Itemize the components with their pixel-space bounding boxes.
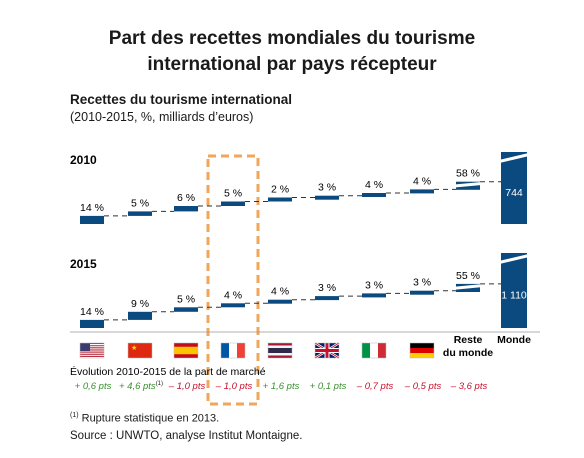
break-mark-rest-2015 [452, 284, 484, 290]
bar-2010-2 [174, 206, 198, 212]
china-flag: ★ [127, 342, 153, 359]
bar-2010-4 [268, 197, 292, 202]
bar-label-2010-2: 6 % [177, 192, 195, 204]
world-bar-2010 [501, 152, 527, 224]
bar-2015-4 [268, 299, 292, 304]
bar-label-2015-2: 5 % [177, 293, 195, 305]
france-flag [220, 342, 246, 359]
waterfall-chart: 2010 14 % 5 % 6 % 5 % 2 % 3 % 4 % 4 % 58 % 744 2015… [70, 152, 540, 406]
category-label-world: Monde [497, 334, 531, 346]
bar-2015-3 [221, 303, 245, 308]
bar-2015-2 [174, 307, 198, 312]
uk-flag [314, 341, 340, 360]
panel-year-2015: 2015 [70, 257, 97, 271]
bar-2010-6 [362, 193, 386, 197]
germany-flag [409, 342, 435, 359]
bar-label-2010-0: 14 % [80, 202, 104, 214]
bar-2010-3 [221, 201, 245, 206]
share-change-5: + 0,1 pts [310, 381, 347, 392]
bar-2015-1 [128, 311, 152, 320]
world-total-label-2015: 1 110 [501, 290, 527, 302]
share-change-7: – 0,5 pts [404, 381, 442, 392]
category-label-rest-1: Reste [454, 334, 483, 346]
world-total-label-2010: 744 [505, 187, 523, 199]
bar-label-2015-3: 4 % [224, 289, 242, 301]
world-bar-2015 [501, 253, 527, 328]
bar-2015-0 [80, 319, 104, 328]
bar-label-2010-4: 2 % [271, 184, 289, 196]
bar-label-2010-8: 58 % [456, 168, 480, 180]
bar-2010-7 [410, 189, 434, 194]
svg-text:★: ★ [131, 344, 137, 352]
footnote: (1) Rupture statistique en 2013. [70, 412, 219, 425]
bar-label-2015-7: 3 % [413, 277, 431, 289]
bar-label-2015-5: 3 % [318, 282, 336, 294]
share-change-4: + 1,6 pts [263, 381, 300, 392]
bar-2015-5 [315, 296, 339, 301]
bar-label-2015-8: 55 % [456, 270, 480, 282]
italy-flag [361, 342, 387, 359]
bar-label-2010-5: 3 % [318, 182, 336, 194]
bar-2010-0 [80, 215, 104, 224]
share-change-2: – 1,0 pts [168, 381, 206, 392]
bar-label-2010-6: 4 % [365, 179, 383, 191]
share-change-8: – 3,6 pts [450, 381, 488, 392]
break-mark-rest-2010 [452, 181, 484, 188]
bar-2015-7 [410, 290, 434, 295]
france-highlight-box [206, 154, 260, 406]
share-change-heading: Évolution 2010-2015 de la part de marché [70, 365, 266, 378]
bar-label-2010-7: 4 % [413, 175, 431, 187]
bar-2015-6 [362, 293, 386, 298]
spain-flag [173, 342, 199, 359]
panel-year-2010: 2010 [70, 153, 97, 167]
break-mark-world-2015 [496, 253, 532, 265]
share-change-0: + 0,6 pts [75, 381, 112, 392]
share-change-1: + 4,6 pts(1) [119, 381, 163, 392]
share-change-6: – 0,7 pts [356, 381, 394, 392]
footnote-text: Rupture statistique en 2013. [81, 412, 220, 425]
bar-label-2010-3: 5 % [224, 188, 242, 200]
chart-units: (2010-2015, %, milliards d’euros) [70, 110, 254, 124]
chart-title-line1: Part des recettes mondiales du tourisme [108, 28, 476, 49]
bar-label-2015-6: 3 % [365, 279, 383, 291]
us-flag [79, 342, 105, 359]
bar-label-2010-1: 5 % [131, 197, 149, 209]
bar-label-2015-1: 9 % [131, 298, 149, 310]
chart-subtitle: Recettes du tourisme international [70, 92, 293, 107]
chart-title-line2: international par pays récepteur [147, 54, 437, 75]
thailand-flag [267, 342, 293, 359]
bar-label-2015-0: 14 % [80, 306, 104, 318]
category-label-rest-2: du monde [443, 347, 493, 359]
chart-title: Part des recettes mondiales du tourisme … [0, 26, 584, 78]
break-mark-world-2010 [496, 152, 532, 164]
source-note: Source : UNWTO, analyse Institut Montaig… [70, 430, 303, 442]
share-change-3: – 1,0 pts [215, 381, 253, 392]
footnote-mark: (1) [70, 412, 79, 419]
bar-2010-5 [315, 195, 339, 200]
bar-2010-1 [128, 211, 152, 216]
bar-label-2015-4: 4 % [271, 286, 289, 298]
